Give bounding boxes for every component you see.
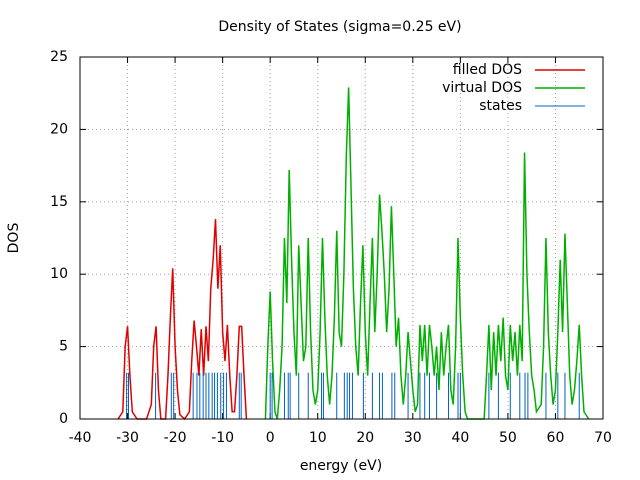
y-tick-label: 10 [50, 266, 68, 282]
dos-line [264, 87, 590, 420]
x-tick-label: 20 [356, 430, 374, 446]
y-tick-label: 25 [50, 49, 68, 65]
legend-label: states [479, 98, 522, 114]
chart-title: Density of States (sigma=0.25 eV) [218, 19, 461, 35]
y-tick-label: 15 [50, 194, 68, 210]
legend-label: filled DOS [453, 62, 522, 78]
x-tick-label: 40 [451, 430, 469, 446]
x-axis-label: energy (eV) [300, 458, 382, 474]
x-tick-label: 70 [594, 430, 612, 446]
x-tick-label: 0 [266, 430, 275, 446]
y-tick-label: 0 [59, 411, 68, 427]
y-axis-label: DOS [6, 223, 22, 254]
x-tick-label: -10 [211, 430, 234, 446]
legend-label: virtual DOS [442, 80, 522, 96]
plot-frame [79, 56, 604, 420]
dos-line [117, 219, 248, 421]
x-tick-label: -30 [116, 430, 139, 446]
x-tick-label: 10 [309, 430, 327, 446]
x-tick-label: 60 [547, 430, 565, 446]
x-tick-label: 30 [404, 430, 422, 446]
y-tick-label: 5 [59, 339, 68, 355]
y-tick-label: 20 [50, 121, 68, 137]
x-tick-label: -20 [164, 430, 187, 446]
x-tick-label: -40 [69, 430, 92, 446]
x-tick-label: 50 [499, 430, 517, 446]
